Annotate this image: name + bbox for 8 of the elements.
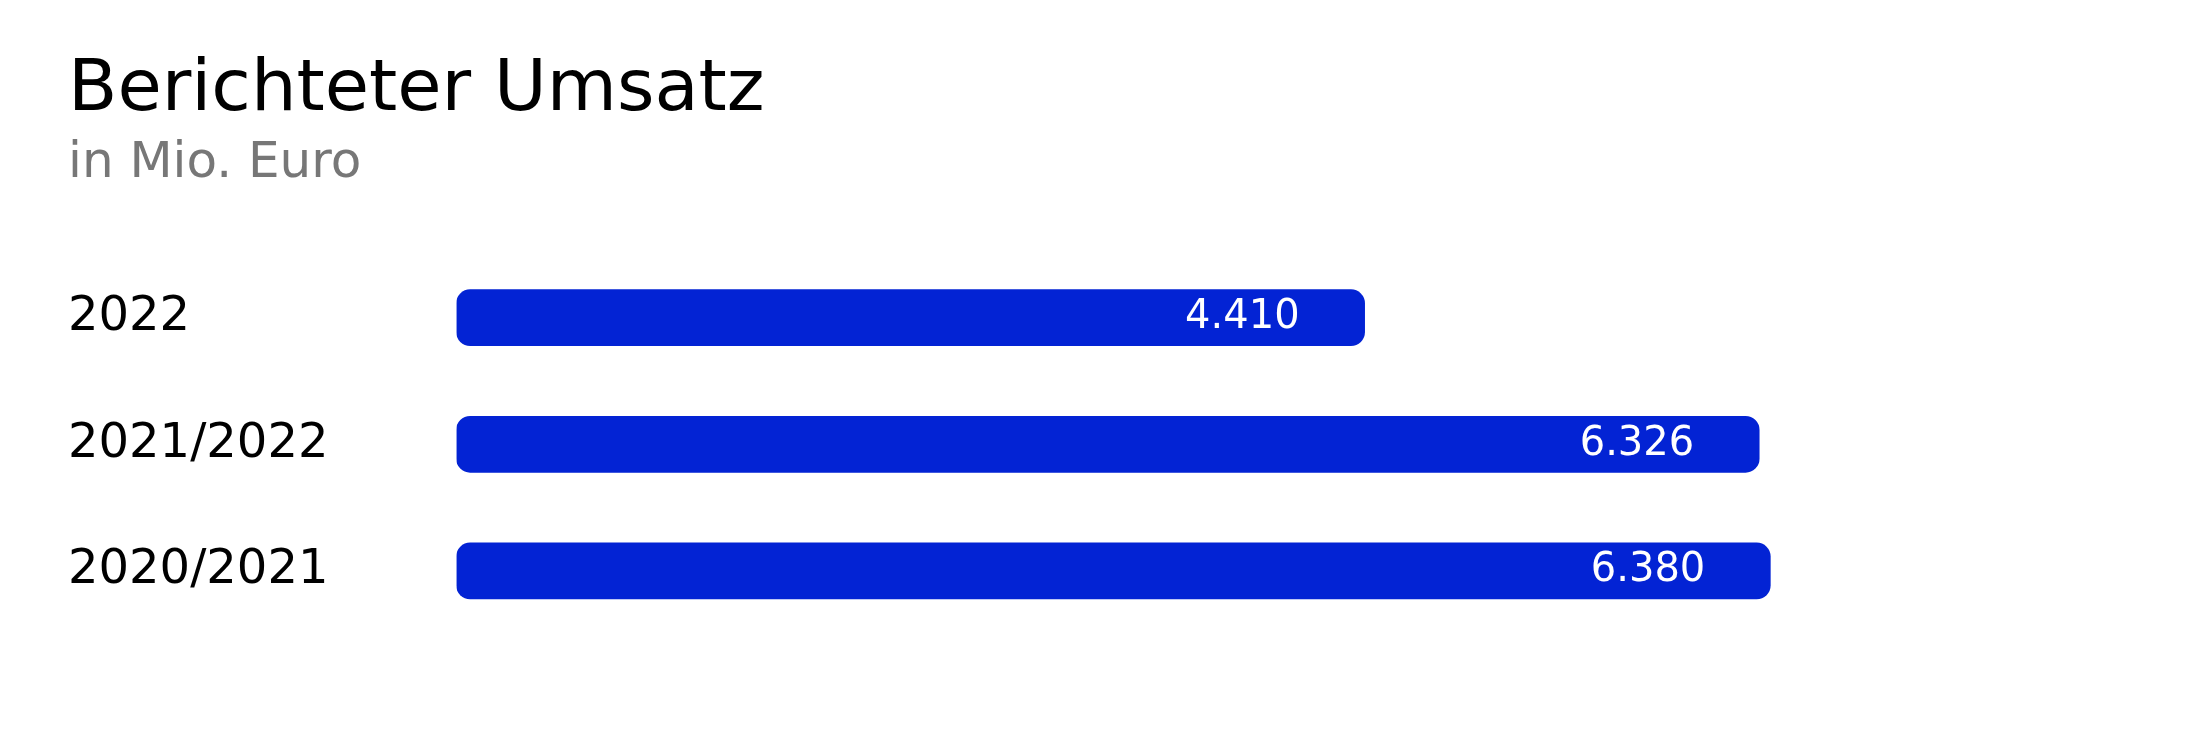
- data-label: 6.380: [1590, 544, 1706, 591]
- y-tick-label: 2022: [68, 285, 191, 342]
- chart-title: Berichteter Umsatz: [68, 42, 765, 127]
- chart-subtitle: in Mio. Euro: [68, 131, 362, 190]
- data-label: 6.326: [1579, 417, 1695, 464]
- y-tick-label: 2020/2021: [68, 538, 329, 595]
- y-tick-label: 2021/2022: [68, 411, 329, 468]
- data-label: 4.410: [1185, 291, 1300, 338]
